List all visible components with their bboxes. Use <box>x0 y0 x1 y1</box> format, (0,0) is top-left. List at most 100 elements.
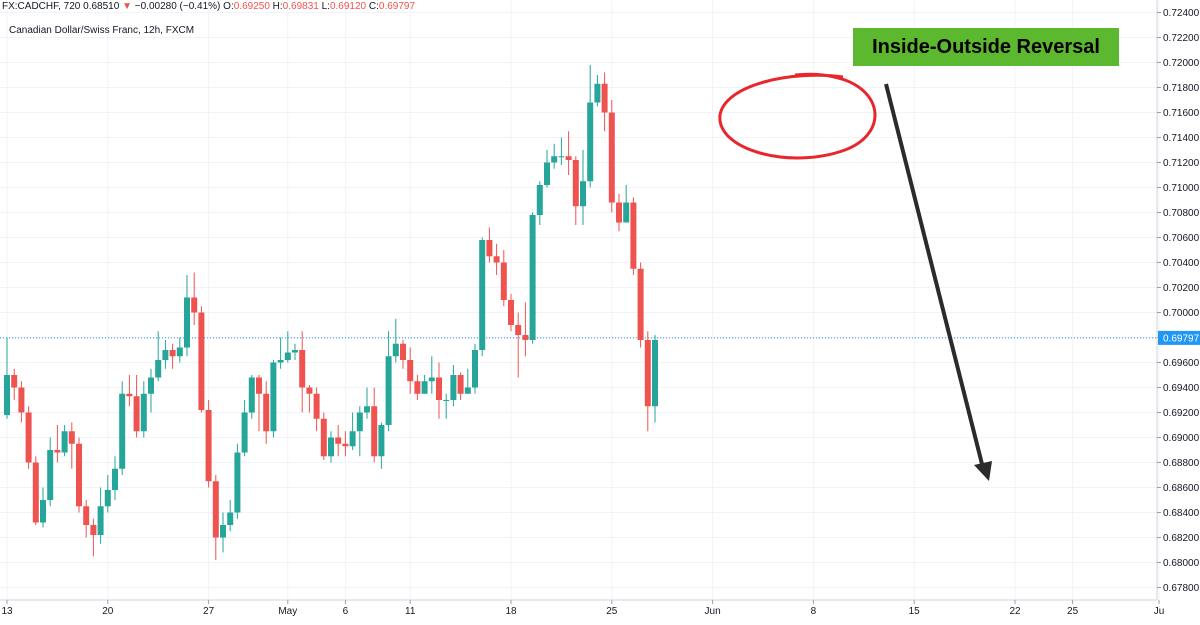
candle[interactable] <box>508 293 514 332</box>
price-axis[interactable]: 0.67800 0.68000 0.68200 0.68400 0.68600 0.688… <box>1157 8 1200 594</box>
candle[interactable] <box>83 500 90 538</box>
candle[interactable] <box>601 72 608 132</box>
candle[interactable] <box>565 131 572 175</box>
candle[interactable] <box>90 518 97 557</box>
candle[interactable] <box>256 375 262 432</box>
candle[interactable] <box>76 437 82 513</box>
candle[interactable] <box>205 400 212 488</box>
candle-body <box>148 377 154 394</box>
candle[interactable] <box>313 387 320 432</box>
candle[interactable] <box>104 475 111 513</box>
candle[interactable] <box>241 400 248 457</box>
candle[interactable] <box>400 340 406 369</box>
candle[interactable] <box>644 331 651 432</box>
candle[interactable] <box>270 360 277 438</box>
candle[interactable] <box>4 337 10 419</box>
candle[interactable] <box>292 343 298 360</box>
candle[interactable] <box>148 368 154 413</box>
candle[interactable] <box>637 262 644 348</box>
candle[interactable] <box>61 425 68 457</box>
price-tick-label: 0.69000 <box>1163 433 1200 444</box>
candle[interactable] <box>378 422 385 469</box>
candle[interactable] <box>529 212 536 344</box>
candle[interactable] <box>536 181 543 225</box>
candle[interactable] <box>227 500 234 532</box>
candle[interactable] <box>652 335 658 423</box>
candle[interactable] <box>486 227 493 263</box>
candle[interactable] <box>169 343 176 369</box>
candle[interactable] <box>277 337 284 369</box>
candle[interactable] <box>212 475 219 560</box>
candle[interactable] <box>493 243 500 275</box>
candle[interactable] <box>479 237 486 357</box>
candle[interactable] <box>198 306 205 413</box>
candle[interactable] <box>133 375 140 438</box>
candle[interactable] <box>54 425 61 463</box>
candle[interactable] <box>364 387 370 419</box>
open-label: O: <box>223 1 234 12</box>
candle[interactable] <box>515 312 522 378</box>
candle[interactable] <box>191 272 198 326</box>
candle[interactable] <box>457 372 464 401</box>
candle[interactable] <box>220 512 226 553</box>
candle[interactable] <box>349 412 356 451</box>
time-axis[interactable]: 13 20 27 May 6 11 18 25 Jun 8 15 22 25 Ju <box>1 600 1164 617</box>
candle[interactable] <box>32 456 39 525</box>
candle[interactable] <box>356 406 363 457</box>
candle[interactable] <box>608 100 615 213</box>
candle[interactable] <box>126 375 133 407</box>
candle[interactable] <box>328 431 334 463</box>
candle[interactable] <box>119 381 126 475</box>
candle[interactable] <box>500 250 507 307</box>
candle[interactable] <box>594 75 601 107</box>
candle[interactable] <box>450 365 457 407</box>
candle[interactable] <box>320 412 327 461</box>
candle[interactable] <box>623 185 630 223</box>
candle[interactable] <box>68 422 75 469</box>
candle[interactable] <box>155 331 162 382</box>
candle[interactable] <box>544 150 550 188</box>
time-tick-label: 25 <box>606 606 618 617</box>
candle[interactable] <box>25 406 32 469</box>
candle[interactable] <box>371 387 378 463</box>
candle[interactable] <box>392 318 399 363</box>
candle[interactable] <box>299 331 306 413</box>
candle[interactable] <box>97 487 104 544</box>
last-price-tag <box>1158 330 1200 345</box>
candle[interactable] <box>263 381 270 444</box>
candle[interactable] <box>47 437 54 507</box>
symbol-label[interactable]: FX:CADCHF, 720 <box>2 1 81 12</box>
candle[interactable] <box>342 431 349 457</box>
candle[interactable] <box>184 275 190 357</box>
candle[interactable] <box>522 302 529 357</box>
candle[interactable] <box>472 343 478 394</box>
candle[interactable] <box>234 443 241 519</box>
candle[interactable] <box>306 385 313 413</box>
candle[interactable] <box>630 197 637 276</box>
candle[interactable] <box>587 65 594 188</box>
candle[interactable] <box>464 368 471 394</box>
candle[interactable] <box>335 425 342 457</box>
candle[interactable] <box>176 337 183 363</box>
candle[interactable] <box>551 143 558 169</box>
candle[interactable] <box>112 456 118 500</box>
candle[interactable] <box>580 150 586 225</box>
candle[interactable] <box>248 375 255 419</box>
candle[interactable] <box>572 156 579 225</box>
candle[interactable] <box>436 362 442 419</box>
candle[interactable] <box>140 381 147 438</box>
candle[interactable] <box>40 487 46 528</box>
candle[interactable] <box>443 393 450 419</box>
candle[interactable] <box>11 368 18 400</box>
candle[interactable] <box>558 137 565 166</box>
candle[interactable] <box>407 347 414 394</box>
candle[interactable] <box>162 340 169 369</box>
candle[interactable] <box>414 375 421 400</box>
candle[interactable] <box>284 331 291 363</box>
candle[interactable] <box>421 375 428 394</box>
candle[interactable] <box>616 193 622 232</box>
candle[interactable] <box>18 381 25 423</box>
candle[interactable] <box>428 356 435 394</box>
candle[interactable] <box>385 331 392 432</box>
